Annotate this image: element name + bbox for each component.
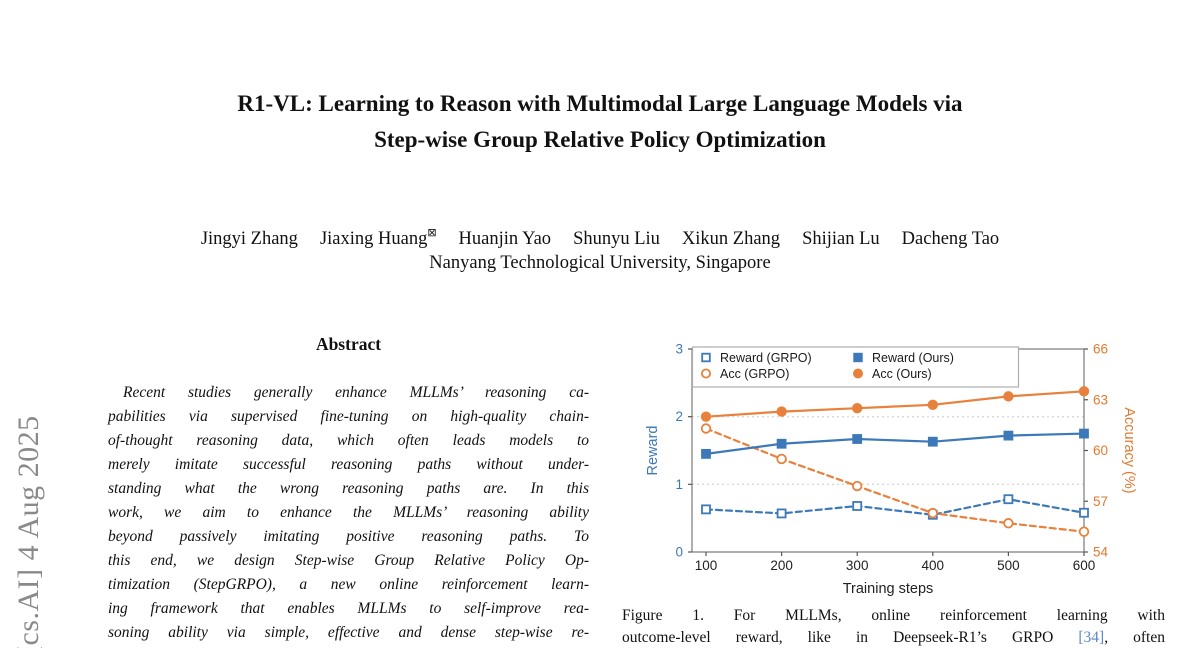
abstract-line: this end, we design Step-wise Group Rela… (108, 552, 589, 569)
series-acc-ours- (700, 386, 1090, 422)
corresponding-author-icon: ⊠ (427, 226, 437, 239)
arxiv-stamp: [cs.AI] 4 Aug 2025 (12, 415, 45, 648)
author-name: Jingyi Zhang (200, 229, 298, 250)
author-name: Huanjin Yao (458, 229, 552, 250)
author-name: Dacheng Tao (901, 229, 1000, 250)
svg-text:500: 500 (997, 558, 1020, 573)
abstract-line: standing what the wrong reasoning paths … (108, 480, 589, 497)
author-name: Shijian Lu (802, 229, 880, 250)
svg-text:60: 60 (1093, 443, 1108, 458)
title-line1: R1-VL: Learning to Reason with Multimoda… (237, 91, 963, 116)
right-axis-label: Accuracy (%) (1121, 407, 1137, 493)
figure1-caption: Figure 1. For MLLMs, online reinforcemen… (622, 605, 1165, 648)
svg-text:400: 400 (922, 558, 945, 573)
title-line2: Step-wise Group Relative Policy Optimiza… (374, 127, 826, 152)
abstract-line: beyond passively imitating positive reas… (108, 528, 589, 545)
svg-text:Reward (GRPO): Reward (GRPO) (720, 351, 812, 365)
svg-text:100: 100 (695, 558, 718, 573)
series-reward-ours- (701, 428, 1089, 459)
svg-text:63: 63 (1093, 392, 1108, 407)
abstract-line: timization (StepGRPO), a new online rein… (108, 576, 589, 593)
x-axis-label: Training steps (843, 581, 934, 597)
abstract-line: soning ability via simple, effective and… (108, 624, 589, 641)
svg-text:57: 57 (1093, 494, 1108, 509)
series-acc-grpo- (700, 423, 1090, 537)
caption-line2: outcome-level reward, like in Deepseek-R… (622, 627, 1165, 648)
svg-text:2: 2 (675, 409, 683, 424)
abstract-line: Recent studies generally enhance MLLMs’ … (123, 384, 589, 401)
paper-title: R1-VL: Learning to Reason with Multimoda… (40, 86, 1160, 158)
svg-text:1: 1 (675, 477, 683, 492)
abstract-line: ing framework that enables MLLMs to self… (108, 600, 589, 617)
chart-tick-labels: 100 200 300 400 500 600 0 1 2 3 54 57 60 63 66 (675, 342, 1108, 574)
abstract-line: of-thought reasoning data, which often l… (108, 432, 589, 449)
caption-text: outcome-level reward, like in Deepseek-R… (622, 629, 1079, 646)
svg-text:Acc (GRPO): Acc (GRPO) (720, 367, 789, 381)
svg-text:3: 3 (675, 342, 683, 357)
abstract-text: Recent studies generally enhance MLLMs’ … (108, 381, 589, 645)
abstract-line: pabilities via supervised fine-tuning on… (108, 408, 589, 425)
affiliation: Nanyang Technological University, Singap… (429, 253, 771, 273)
author-name: Jiaxing Huang⊠ (319, 226, 437, 250)
svg-text:Acc (Ours): Acc (Ours) (872, 367, 932, 381)
author-name: Shunyu Liu (573, 229, 660, 250)
abstract-line: merely imitate successful reasoning path… (108, 456, 589, 473)
author-name: Xikun Zhang (681, 229, 781, 250)
author-list: Jingyi Zhang Jiaxing Huang⊠ Huanjin Yao Shu… (20, 226, 1180, 250)
chart-legend: Reward (GRPO) Acc (GRPO) Reward (Ours) Acc … (691, 346, 1020, 388)
citation-link[interactable]: [34] (1078, 629, 1105, 646)
svg-text:0: 0 (675, 545, 683, 560)
chart-gridlines (692, 416, 1084, 485)
left-axis-label: Reward (645, 426, 661, 476)
figure1-chart: 100 200 300 400 500 600 0 1 2 3 54 57 60 63 66 Training… (645, 342, 1137, 598)
abstract-heading: Abstract (315, 334, 382, 354)
svg-text:600: 600 (1073, 558, 1096, 573)
svg-text:Reward (Ours): Reward (Ours) (872, 351, 954, 365)
caption-line1: Figure 1. For MLLMs, online reinforcemen… (622, 607, 1165, 624)
abstract-section: Abstract Recent studies generally enhanc… (108, 334, 589, 645)
svg-text:66: 66 (1093, 342, 1108, 357)
chart-ticks (688, 348, 1088, 556)
svg-text:200: 200 (770, 558, 793, 573)
caption-text: , often (1104, 629, 1165, 646)
svg-text:300: 300 (846, 558, 869, 573)
svg-text:54: 54 (1093, 545, 1109, 560)
abstract-line: work, we aim to enhance the MLLMs’ reaso… (108, 504, 589, 521)
